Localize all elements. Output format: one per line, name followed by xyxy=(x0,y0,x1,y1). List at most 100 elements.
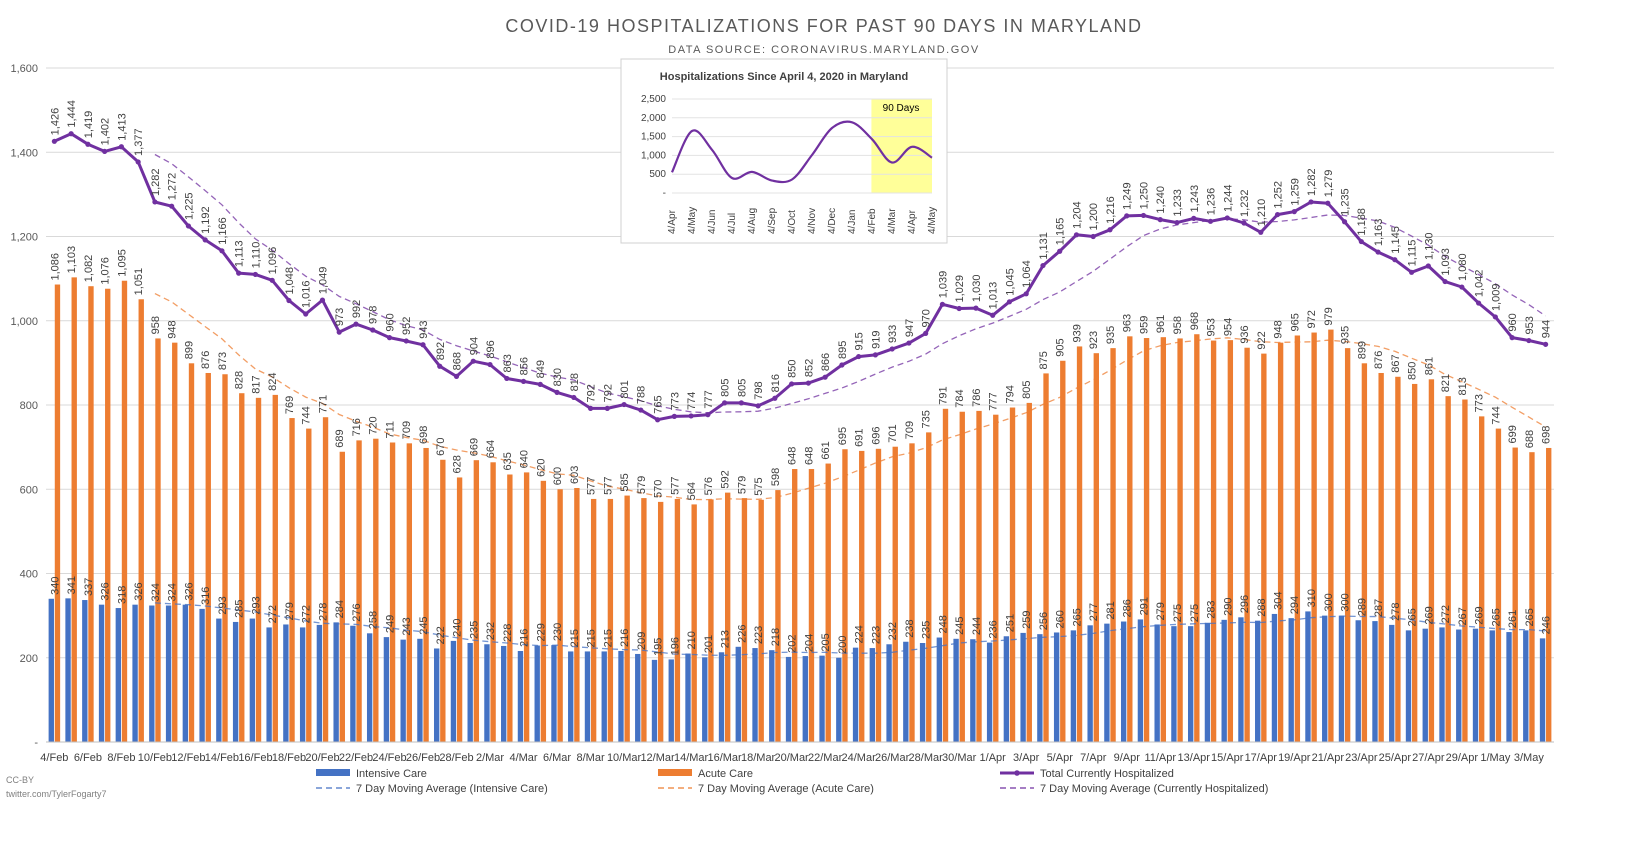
data-label-total: 1,243 xyxy=(1189,185,1201,213)
bar-intensive-care xyxy=(249,618,256,742)
data-label-total: 1,232 xyxy=(1239,189,1251,217)
total-hospitalized-point xyxy=(571,394,577,401)
total-hospitalized-point xyxy=(1509,335,1515,341)
total-hospitalized-point xyxy=(437,363,443,369)
data-label-total: 919 xyxy=(870,331,882,349)
data-label-total: 1,240 xyxy=(1155,186,1167,214)
license-note: CC-BY xyxy=(6,775,34,785)
total-hospitalized-point xyxy=(470,358,476,364)
data-label-acute-care: 688 xyxy=(1524,430,1536,448)
data-label-total: 952 xyxy=(401,317,413,335)
x-tick-label: 7/Apr xyxy=(1080,752,1107,764)
total-hospitalized-point xyxy=(1241,220,1247,226)
inset-title: Hospitalizations Since April 4, 2020 in … xyxy=(660,71,908,83)
data-label-total: 777 xyxy=(703,390,715,408)
bar-intensive-care xyxy=(149,605,155,742)
x-tick-label: 3/Apr xyxy=(1013,752,1040,764)
data-label-total: 1,216 xyxy=(1105,196,1117,224)
moving-average-line xyxy=(154,153,1546,414)
data-label-total: 947 xyxy=(904,319,916,337)
bar-intensive-care xyxy=(366,633,373,742)
data-label-total: 1,192 xyxy=(200,206,212,234)
data-label-acute-care: 948 xyxy=(1272,320,1284,338)
data-label-intensive-care: 222 xyxy=(435,626,447,644)
inset-x-tick-label: 4/May xyxy=(927,207,938,234)
legend-label: Intensive Care xyxy=(356,768,427,780)
total-hospitalized-point xyxy=(1174,219,1180,226)
bar-intensive-care xyxy=(98,604,105,742)
data-label-intensive-care: 204 xyxy=(803,634,815,652)
data-label-intensive-care: 261 xyxy=(1507,610,1519,628)
bar-acute-care xyxy=(825,463,831,742)
data-label-total: 1,279 xyxy=(1323,170,1335,198)
data-label-acute-care: 958 xyxy=(150,316,162,334)
data-label-acute-care: 579 xyxy=(736,476,748,494)
total-line-series xyxy=(51,131,1549,423)
data-label-total: 1,444 xyxy=(66,100,78,128)
bar-intensive-care xyxy=(1422,628,1428,742)
bar-acute-care xyxy=(691,504,697,742)
data-label-total: 1,419 xyxy=(83,111,95,139)
bar-intensive-care xyxy=(48,598,54,742)
bar-intensive-care xyxy=(601,651,607,742)
y-tick-label: 1,200 xyxy=(10,232,38,244)
x-tick-label: 4/Feb xyxy=(40,752,68,764)
bar-intensive-care xyxy=(1070,630,1077,742)
data-label-total: 1,145 xyxy=(1390,226,1402,254)
bar-intensive-care xyxy=(333,622,339,742)
x-tick-label: 18/Feb xyxy=(272,752,306,764)
data-label-total: 816 xyxy=(770,374,782,392)
bar-acute-care xyxy=(1428,379,1435,742)
total-hospitalized-point xyxy=(973,305,979,311)
data-label-acute-care: 1,086 xyxy=(49,253,61,281)
data-label-acute-care: 817 xyxy=(250,375,262,393)
data-label-intensive-care: 272 xyxy=(1440,605,1452,623)
data-label-intensive-care: 267 xyxy=(1457,607,1469,625)
total-hospitalized-point xyxy=(1425,263,1431,269)
data-label-total: 1,402 xyxy=(100,118,112,146)
data-label-total: 765 xyxy=(653,395,665,413)
data-label-acute-care: 1,082 xyxy=(83,255,95,283)
bar-acute-care xyxy=(54,284,61,742)
total-hospitalized-line xyxy=(53,132,1546,422)
total-hospitalized-point xyxy=(789,381,795,387)
bar-acute-care xyxy=(624,495,630,742)
legend-label: Total Currently Hospitalized xyxy=(1040,768,1174,780)
bar-intensive-care xyxy=(568,651,574,742)
bar-acute-care xyxy=(808,469,815,742)
bar-intensive-care xyxy=(903,641,909,742)
data-label-acute-care: 689 xyxy=(334,429,346,447)
x-tick-label: 22/Mar xyxy=(808,752,843,764)
bar-acute-care xyxy=(540,480,547,742)
inset-y-tick-label: 1,000 xyxy=(641,150,666,161)
bar-acute-care xyxy=(657,501,664,742)
y-tick-label: 800 xyxy=(20,400,38,412)
bar-intensive-care xyxy=(383,637,390,742)
total-hospitalized-point xyxy=(688,413,694,419)
data-label-total: 1,096 xyxy=(267,247,279,275)
data-label-acute-care: 958 xyxy=(1172,316,1184,334)
data-label-total: 1,048 xyxy=(284,267,296,295)
total-hospitalized-point xyxy=(772,395,778,401)
data-label-intensive-care: 223 xyxy=(753,626,765,644)
data-label-acute-care: 861 xyxy=(1423,357,1435,375)
total-hospitalized-point xyxy=(604,405,610,411)
moving-average-line xyxy=(154,293,1546,501)
x-tick-label: 19/Apr xyxy=(1278,752,1311,764)
data-label-total: 852 xyxy=(803,359,815,377)
data-label-acute-care: 867 xyxy=(1390,354,1402,372)
data-label-total: 1,016 xyxy=(301,280,313,308)
data-label-acute-care: 963 xyxy=(1122,314,1134,332)
data-label-total: 1,030 xyxy=(971,275,983,303)
bar-acute-care xyxy=(205,372,211,742)
data-label-total: 1,110 xyxy=(250,242,262,269)
y-tick-label: 400 xyxy=(20,569,38,581)
data-label-total: 805 xyxy=(720,379,732,397)
bar-acute-care xyxy=(1160,337,1167,742)
total-hospitalized-point xyxy=(923,330,929,336)
data-label-intensive-care: 260 xyxy=(1055,610,1067,628)
data-label-total: 1,225 xyxy=(183,192,195,220)
data-label-total: 1,282 xyxy=(1306,168,1318,196)
total-hospitalized-point xyxy=(722,400,728,406)
x-tick-label: 30/Mar xyxy=(942,752,977,764)
